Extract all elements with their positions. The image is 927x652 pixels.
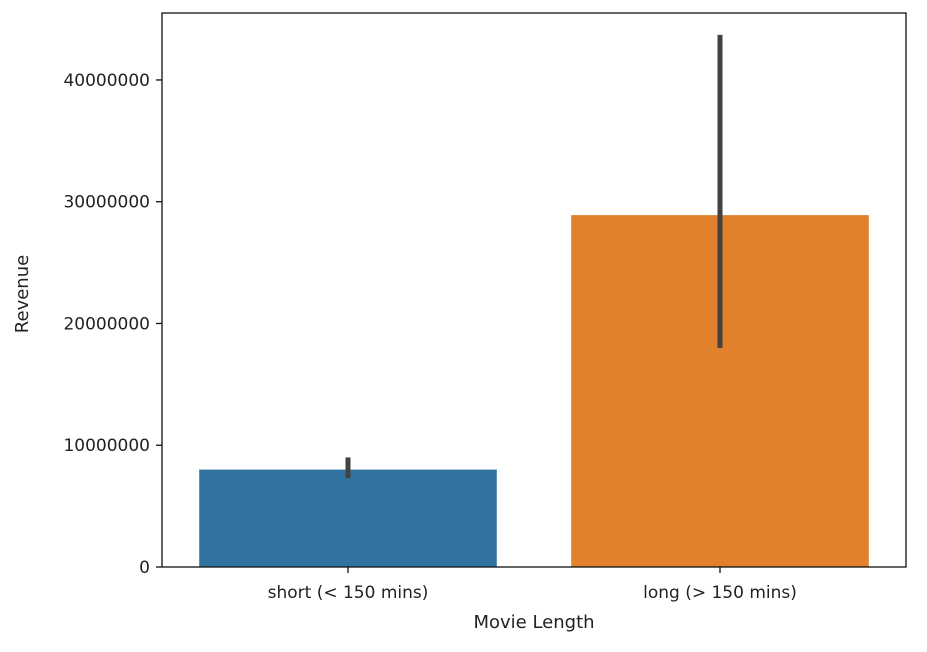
y-axis-ticks: 0 10000000 20000000 30000000 40000000 (63, 71, 162, 578)
y-tick-label-3: 30000000 (63, 193, 150, 213)
x-tick-label-0: short (< 150 mins) (268, 583, 429, 603)
x-tick-label-1: long (> 150 mins) (643, 583, 797, 603)
y-tick-label-1: 10000000 (63, 436, 150, 456)
error-bars-group (345, 34, 723, 479)
x-axis-label: Movie Length (473, 612, 594, 633)
y-tick-label-4: 40000000 (63, 71, 150, 91)
y-axis-label: Revenue (12, 255, 33, 333)
x-axis-ticks: short (< 150 mins) long (> 150 mins) (268, 567, 797, 603)
bar-0 (199, 469, 497, 567)
y-tick-label-0: 0 (139, 558, 150, 578)
y-tick-label-2: 20000000 (63, 314, 150, 334)
plot-frame (161, 12, 907, 568)
bars-group (199, 215, 869, 567)
